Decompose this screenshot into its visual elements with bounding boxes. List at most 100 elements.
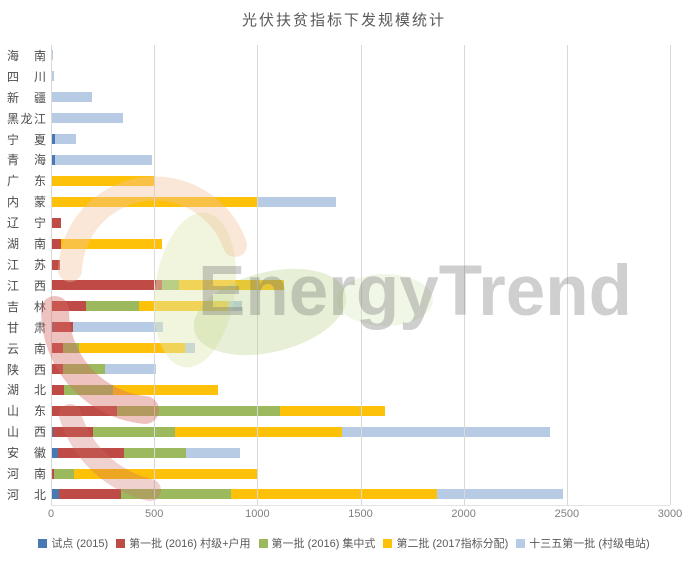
y-axis-label-text: 甘肃 <box>7 320 46 335</box>
y-axis-label: 广东 <box>7 170 46 191</box>
bar-segment <box>58 447 125 458</box>
bar-stack <box>51 217 62 228</box>
y-axis-label-text: 山西 <box>7 425 46 440</box>
gridline <box>360 45 362 505</box>
bar-segment <box>185 343 196 354</box>
x-tick-label: 2500 <box>554 508 580 520</box>
bar-segment <box>117 405 281 416</box>
bar-segment <box>64 384 113 395</box>
gridline <box>257 45 259 505</box>
legend-label: 第一批 (2016) 集中式 <box>271 538 376 550</box>
x-tick-label: 1500 <box>348 508 373 520</box>
bar-row <box>51 317 670 338</box>
y-axis-label: 陕西 <box>7 359 46 380</box>
bars-layer <box>51 45 670 505</box>
bar-stack <box>51 301 242 312</box>
bar-stack <box>51 92 93 103</box>
bar-stack <box>51 384 219 395</box>
y-axis-label-text: 内蒙 <box>7 195 46 210</box>
bar-row <box>51 463 670 484</box>
legend-label: 试点 (2015) <box>51 538 109 550</box>
bar-row <box>51 212 670 233</box>
bar-segment <box>162 280 179 291</box>
y-axis-label: 宁夏 <box>7 129 46 150</box>
legend-marker <box>38 538 48 548</box>
bar-segment <box>230 489 437 500</box>
legend-label: 第一批 (2016) 村级+户用 <box>129 538 251 550</box>
bar-segment <box>63 364 105 375</box>
bar-stack <box>51 447 240 458</box>
bar-row <box>51 170 670 191</box>
bar-stack <box>51 280 285 291</box>
bar-row <box>51 66 670 87</box>
bar-segment <box>112 384 219 395</box>
bar-row <box>51 484 670 505</box>
bar-stack <box>51 71 55 82</box>
bar-stack <box>51 343 196 354</box>
y-axis-label: 辽宁 <box>7 212 46 233</box>
x-tick-label: 3000 <box>657 508 683 520</box>
bar-stack <box>51 196 336 207</box>
bar-segment <box>51 238 62 249</box>
bar-row <box>51 275 670 296</box>
y-axis-label-text: 河北 <box>7 487 46 502</box>
bar-segment <box>54 468 74 479</box>
bar-segment <box>186 447 240 458</box>
y-axis-label: 内蒙 <box>7 191 46 212</box>
bar-segment <box>63 343 79 354</box>
bar-segment <box>51 468 55 479</box>
gridline <box>566 45 568 505</box>
bar-row <box>51 45 670 66</box>
bar-stack <box>51 154 153 165</box>
legend-label: 十三五第一批 (村级电站) <box>529 538 650 550</box>
y-axis-label: 山西 <box>7 421 46 442</box>
y-axis-label: 海南 <box>7 45 46 66</box>
bar-segment <box>257 196 336 207</box>
bar-row <box>51 338 670 359</box>
bar-row <box>51 421 670 442</box>
bar-stack <box>51 322 164 333</box>
bar-stack <box>51 259 61 270</box>
x-tick-label: 1000 <box>245 508 270 520</box>
bar-segment <box>53 426 94 437</box>
bar-row <box>51 296 670 317</box>
bar-segment <box>51 50 54 61</box>
x-tick-label: 2000 <box>451 508 476 520</box>
y-axis-label-text: 安徽 <box>7 446 46 461</box>
bar-segment <box>51 447 59 458</box>
bar-row <box>51 254 670 275</box>
bar-segment <box>51 175 155 186</box>
bar-segment <box>51 489 60 500</box>
bar-stack <box>51 489 563 500</box>
legend-item: 十三五第一批 (村级电站) <box>516 535 650 551</box>
bar-row <box>51 442 670 463</box>
bar-segment <box>51 301 87 312</box>
legend-item: 第一批 (2016) 集中式 <box>258 535 376 551</box>
y-axis-label-text: 海南 <box>7 48 46 63</box>
bar-segment <box>51 426 54 437</box>
bar-segment <box>104 364 157 375</box>
gridline <box>463 45 465 505</box>
legend: 试点 (2015) 第一批 (2016) 村级+户用 第一批 (2016) 集中式 第… <box>0 534 688 552</box>
bar-segment <box>138 301 229 312</box>
bar-segment <box>51 154 56 165</box>
y-axis-label: 甘肃 <box>7 317 46 338</box>
bar-row <box>51 129 670 150</box>
y-axis-label-text: 云南 <box>7 341 46 356</box>
bar-segment <box>51 134 56 145</box>
bar-row <box>51 108 670 129</box>
y-axis-label-text: 四川 <box>7 69 46 84</box>
bar-segment <box>51 113 124 124</box>
bar-segment <box>59 489 122 500</box>
bar-stack <box>51 238 163 249</box>
y-axis-label-text: 河南 <box>7 467 46 482</box>
bar-segment <box>341 426 551 437</box>
y-axis-label-text: 湖南 <box>7 237 46 252</box>
bar-segment <box>55 134 76 145</box>
bar-row <box>51 87 670 108</box>
y-axis-label-text: 湖北 <box>7 383 46 398</box>
bar-segment <box>51 405 118 416</box>
bar-segment <box>93 426 175 437</box>
y-axis-label-text: 新疆 <box>7 90 46 105</box>
y-axis-label: 湖南 <box>7 233 46 254</box>
